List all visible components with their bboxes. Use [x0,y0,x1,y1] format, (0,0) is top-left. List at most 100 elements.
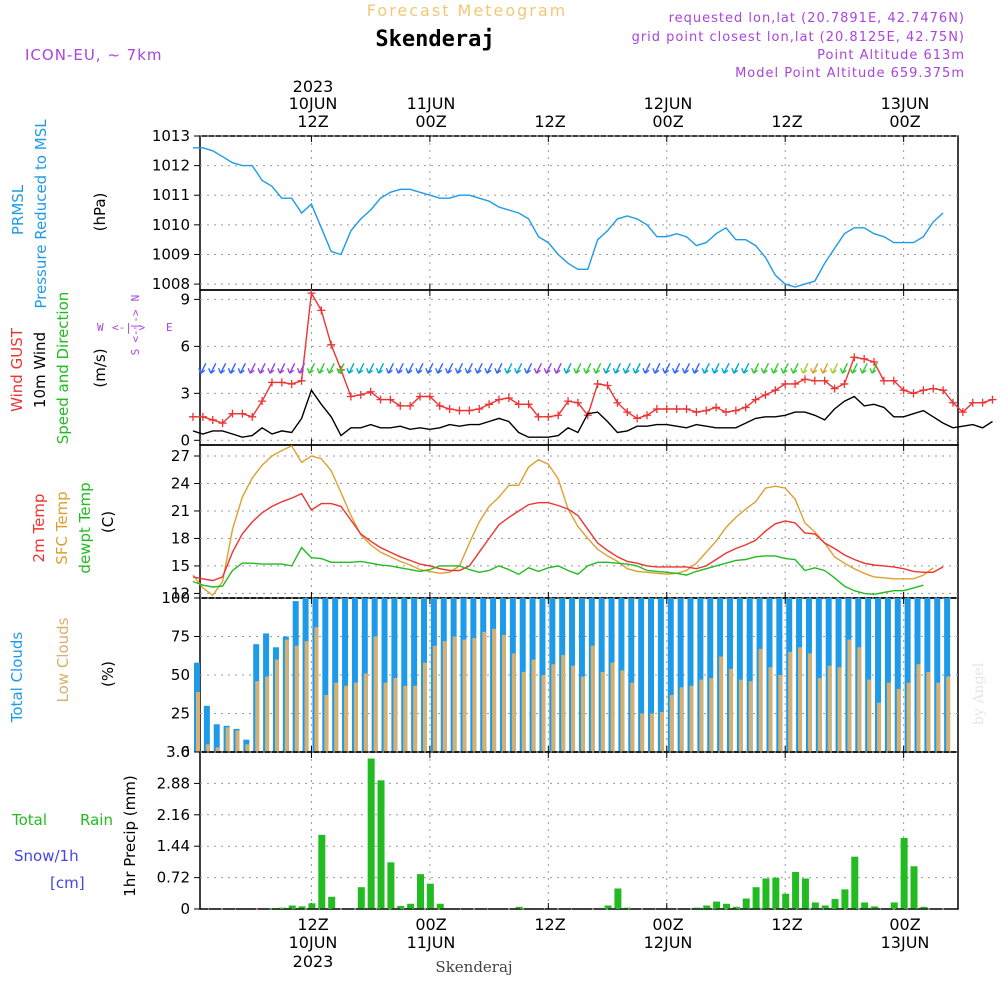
wind-direction-arrow [474,362,483,374]
wind-gust-marker [721,408,730,417]
top-hour: 00Z [415,112,446,131]
temp-ytick-label: 21 [171,502,190,520]
low-clouds-bar [344,685,349,752]
wind-direction-arrow [533,362,543,374]
wind-gust-marker [455,406,464,415]
wind-arrow-shape [326,362,335,374]
low-clouds-bar [531,659,536,752]
wind-gust-marker [218,419,227,428]
total-clouds-bar [736,598,743,752]
wind-arrow-shape [612,362,622,374]
rain-bar [920,906,928,909]
low-clouds-bar [235,730,240,752]
total-clouds-bar [707,598,714,752]
low-clouds-bar [640,713,645,752]
wind-direction-arrow [336,362,345,374]
wind-arrow-shape [829,362,839,374]
wind-arrow-shape [316,362,325,374]
low-clouds-bar [363,673,368,752]
top-date: 10JUN [289,94,338,113]
low-clouds-bar [728,668,733,752]
precip-frame [199,751,959,910]
rain-bar [792,871,800,909]
wind-gust-marker [939,386,948,395]
rain-bar [772,877,780,909]
wind-direction-arrow [237,362,246,374]
wind-arrow-shape [395,362,404,374]
clouds-ytick-label: 75 [171,628,190,646]
wind-gust-marker [702,406,711,415]
wind-direction-arrow [385,362,395,374]
low-clouds-bar [837,667,842,752]
precip-ytick-label: 0.72 [157,869,190,887]
wind-arrow-shape [543,362,552,374]
low-clouds-bar [442,641,447,752]
wind-arrow-shape [790,362,799,374]
wind-gust-marker [475,404,484,413]
watermark: by Angel [971,662,987,725]
wind-direction-arrow [267,362,276,374]
precip-unit-label: 1hr Precip (mm) [121,775,139,896]
top-date: 12JUN [644,94,693,113]
temp-ytick-label: 18 [171,529,190,547]
wind-direction-arrow [642,362,651,374]
rain-bar [742,898,750,909]
wind-direction-arrow [721,362,730,374]
wind-direction-arrow [790,362,799,374]
total-clouds-bar [894,598,901,752]
low-clouds-bar [778,675,783,752]
bottom-date: 11JUN [407,933,456,952]
bottom-date: 12JUN [644,933,693,952]
wind-direction-arrow [662,362,671,374]
low-clouds-bar [304,641,309,752]
pressure-ytick-label: 1010 [152,216,190,234]
wind-direction-arrow [820,362,829,374]
wind-gust-marker [544,412,553,421]
pressure-ytick-label: 1009 [152,245,190,263]
wind-direction-arrow [701,362,710,374]
rain-bar [397,905,405,909]
wind-gust-marker [317,306,326,315]
wind-arrow-shape [287,362,296,374]
wind-gust-marker [712,403,721,412]
low-clouds-bar [255,681,260,752]
rain-bar [861,902,869,909]
top-hour: 12Z [771,112,802,131]
wind-direction-arrow [425,362,434,374]
pressure-line [193,147,944,288]
low-clouds-bar [393,678,398,752]
bottom-date: 13JUN [881,933,930,952]
clouds-ytick-label: 50 [171,666,190,684]
low-clouds-bar [877,702,882,752]
wind-direction-arrow [602,362,612,374]
wind-arrow-shape [741,362,750,374]
low-clouds-bar [699,679,704,752]
temp-unit: (C) [99,511,117,533]
pressure-ytick-label: 1011 [152,186,190,204]
low-clouds-bar [324,695,329,752]
wind-direction-arrow [316,362,325,374]
wind-gust-marker [366,387,375,396]
wind-direction-arrow [622,362,631,374]
wind-direction-arrow [484,362,493,374]
point-altitude: Point Altitude 613m [817,48,965,63]
total-clouds-bar [648,598,655,752]
wind-gust-marker [494,395,503,404]
low-clouds-bar [679,687,684,752]
compass-glyph: <-|-> [129,309,142,342]
pressure-frame [199,135,959,291]
rain-bar [278,907,286,909]
wind-arrow-shape [375,362,385,374]
wind-direction-arrow [770,362,779,374]
wind-direction-arrow [632,362,641,374]
low-clouds-bar [669,695,674,752]
wind-arrow-shape [820,362,829,374]
wind-direction-arrow [731,362,740,374]
wind-direction-arrow [563,362,572,374]
wind-arrow-shape [721,362,730,374]
wind-direction-arrow [217,362,227,374]
rain-bar [308,903,316,909]
low-clouds-bar [926,671,931,752]
wind-gust-marker [692,408,701,417]
wind-gust-marker [978,398,987,407]
